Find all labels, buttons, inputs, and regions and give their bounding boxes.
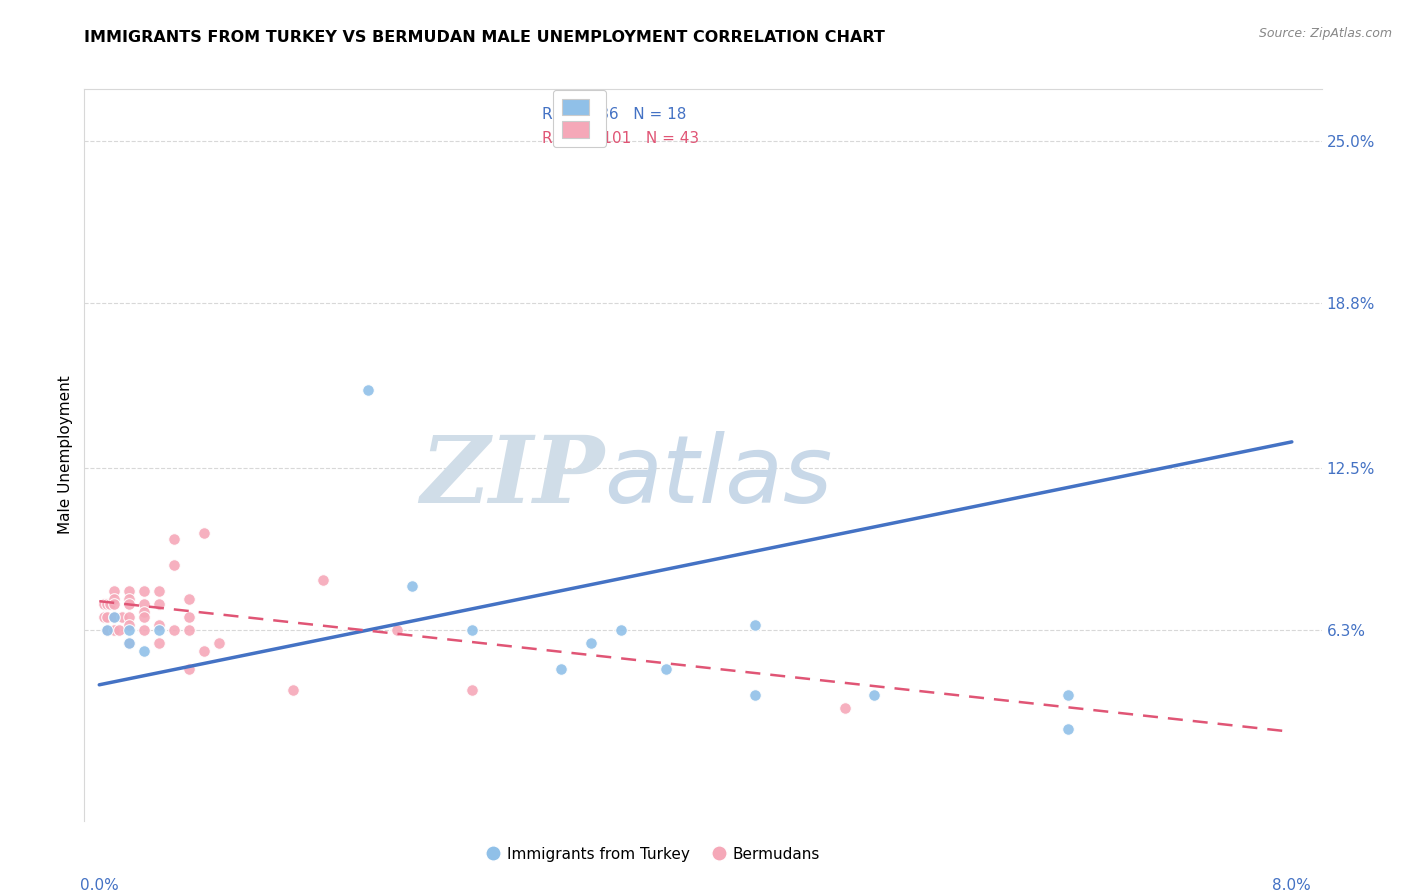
Point <box>111 610 134 624</box>
Point <box>193 526 215 541</box>
Point <box>207 636 229 650</box>
Point <box>96 623 118 637</box>
Point <box>103 623 125 637</box>
Point <box>96 597 118 611</box>
Point <box>654 662 676 676</box>
Point <box>834 701 856 715</box>
Point <box>96 623 118 637</box>
Text: R = −0.101   N = 43: R = −0.101 N = 43 <box>543 131 699 146</box>
Point <box>132 583 155 598</box>
Point <box>579 636 602 650</box>
Point <box>118 636 141 650</box>
Point <box>148 617 170 632</box>
Point <box>387 623 409 637</box>
Point <box>107 623 129 637</box>
Text: ZIP: ZIP <box>420 432 605 522</box>
Point <box>148 623 170 637</box>
Point <box>103 610 125 624</box>
Point <box>118 610 141 624</box>
Point <box>98 597 121 611</box>
Point <box>177 610 200 624</box>
Point <box>148 597 170 611</box>
Text: R = 0.486   N = 18: R = 0.486 N = 18 <box>543 107 686 122</box>
Point <box>103 597 125 611</box>
Point <box>744 617 766 632</box>
Point <box>1057 723 1080 737</box>
Point <box>132 605 155 619</box>
Point <box>163 532 186 546</box>
Text: IMMIGRANTS FROM TURKEY VS BERMUDAN MALE UNEMPLOYMENT CORRELATION CHART: IMMIGRANTS FROM TURKEY VS BERMUDAN MALE … <box>84 29 886 45</box>
Point <box>177 623 200 637</box>
Point <box>103 591 125 606</box>
Text: atlas: atlas <box>605 432 832 523</box>
Point <box>118 591 141 606</box>
Legend: Immigrants from Turkey, Bermudans: Immigrants from Turkey, Bermudans <box>481 840 827 868</box>
Point <box>103 610 125 624</box>
Point <box>132 623 155 637</box>
Text: Source: ZipAtlas.com: Source: ZipAtlas.com <box>1258 27 1392 40</box>
Point <box>148 636 170 650</box>
Point <box>148 583 170 598</box>
Point <box>461 623 484 637</box>
Text: 0.0%: 0.0% <box>80 878 118 892</box>
Point <box>177 591 200 606</box>
Point <box>1057 688 1080 702</box>
Point <box>132 610 155 624</box>
Point <box>356 383 378 397</box>
Point <box>96 610 118 624</box>
Point <box>118 636 141 650</box>
Point <box>193 644 215 658</box>
Point <box>132 597 155 611</box>
Point <box>93 597 115 611</box>
Point <box>118 617 141 632</box>
Point <box>610 623 633 637</box>
Point <box>118 597 141 611</box>
Point <box>177 662 200 676</box>
Point <box>281 683 304 698</box>
Point <box>118 623 141 637</box>
Point <box>401 578 423 592</box>
Point <box>118 583 141 598</box>
Point <box>550 662 572 676</box>
Y-axis label: Male Unemployment: Male Unemployment <box>58 376 73 534</box>
Point <box>103 583 125 598</box>
Point <box>863 688 886 702</box>
Point <box>132 644 155 658</box>
Text: 8.0%: 8.0% <box>1272 878 1312 892</box>
Point <box>312 574 335 588</box>
Point <box>163 558 186 572</box>
Point <box>163 623 186 637</box>
Point <box>744 688 766 702</box>
Point <box>461 683 484 698</box>
Point <box>93 610 115 624</box>
